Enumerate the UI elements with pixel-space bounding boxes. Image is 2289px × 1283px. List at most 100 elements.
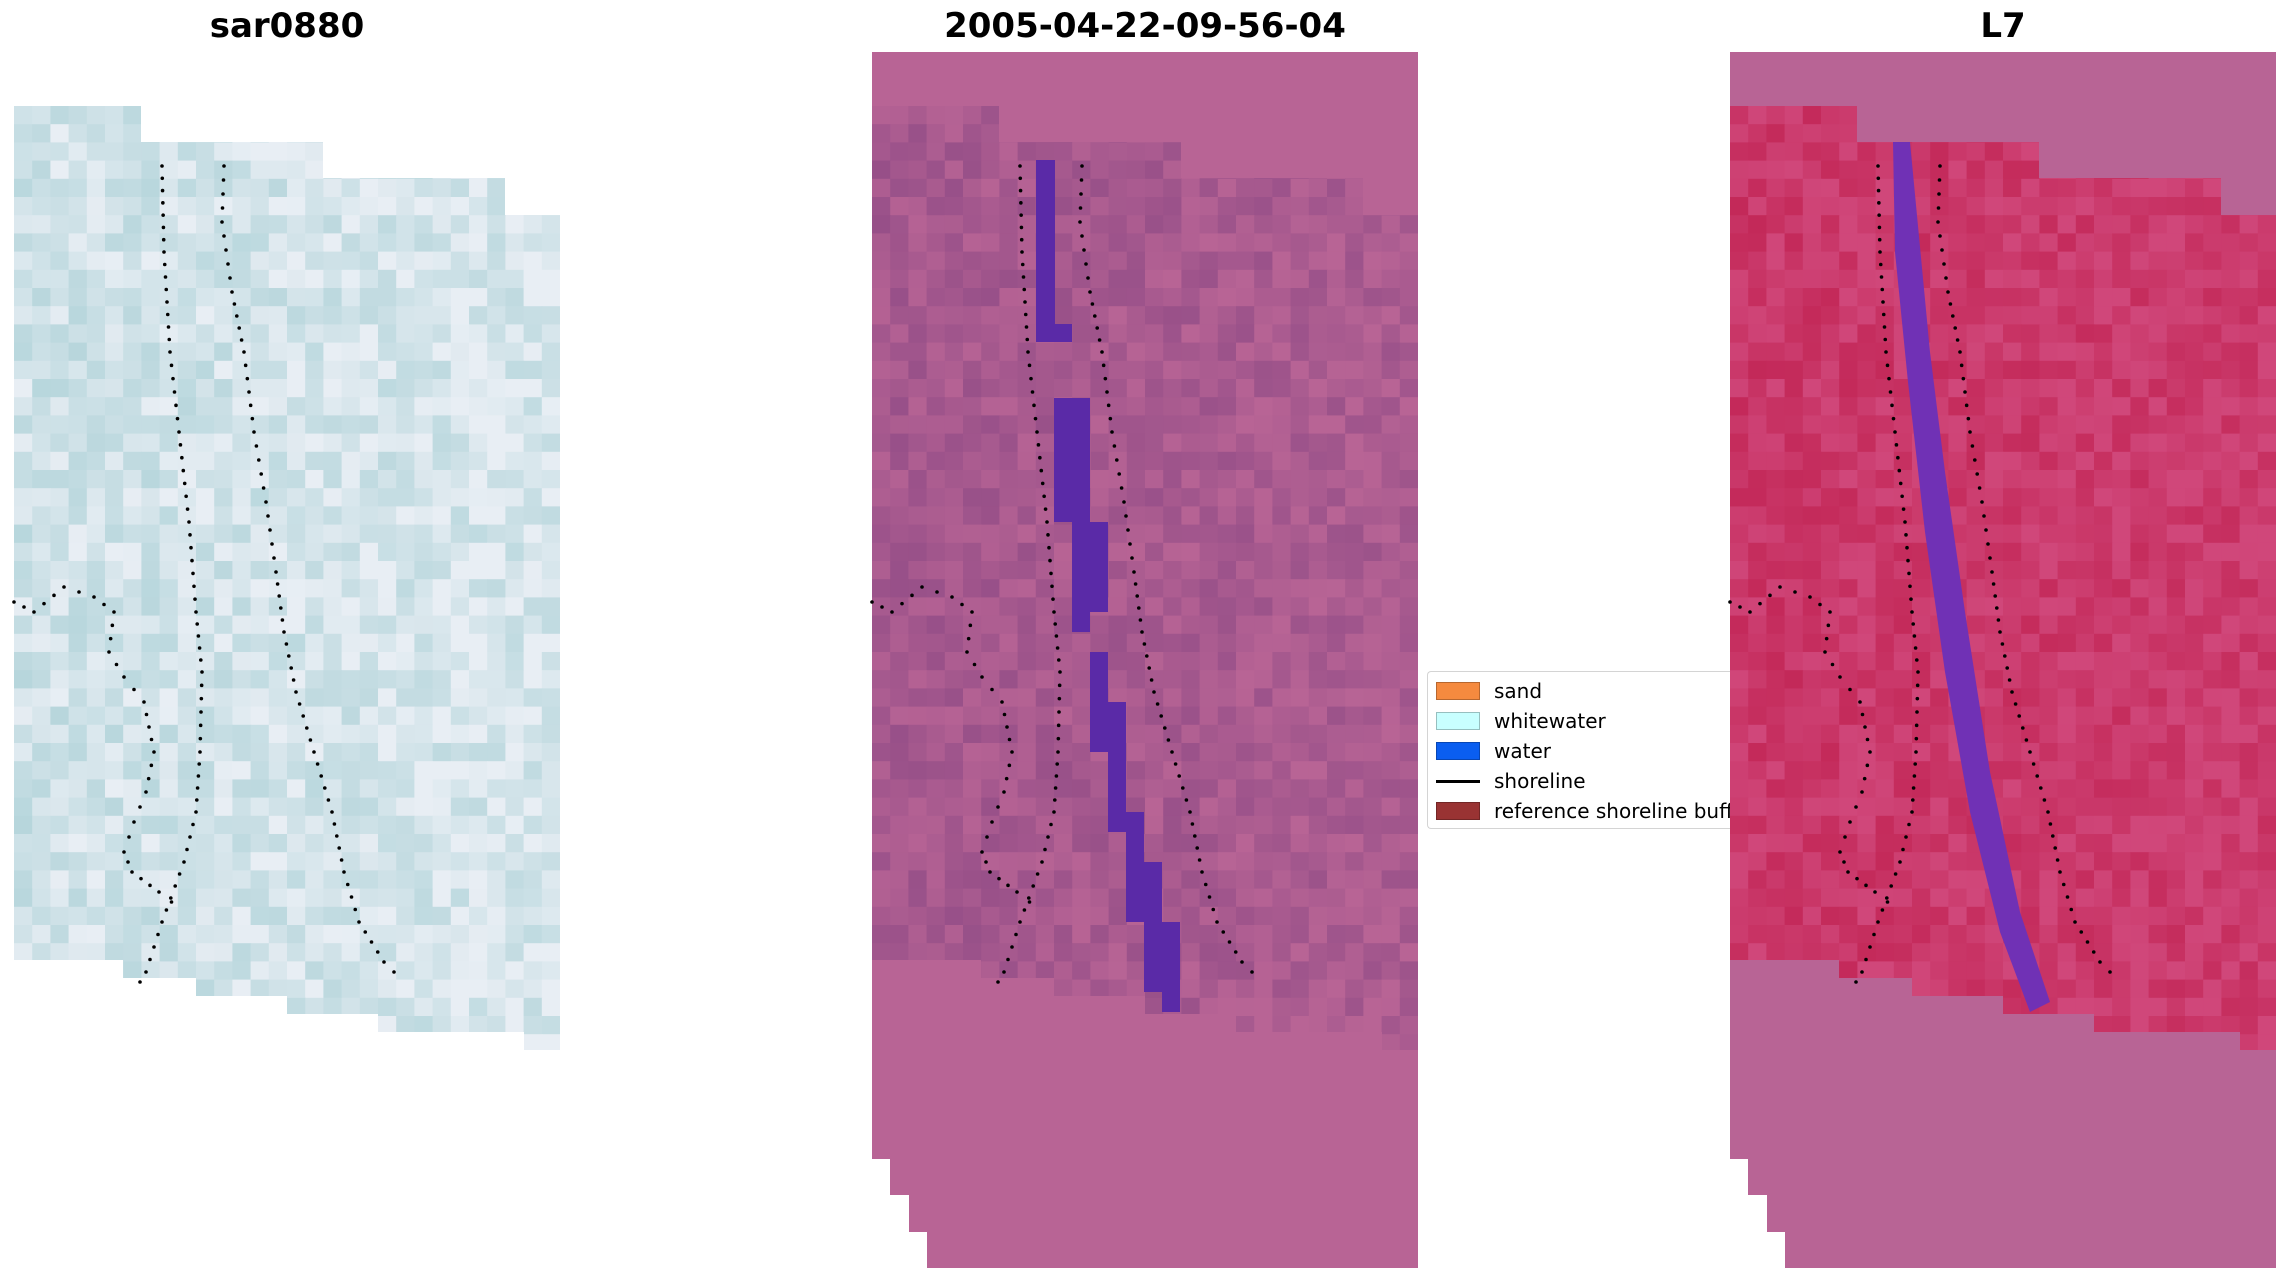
shoreline-dot (1982, 514, 1986, 518)
shoreline-dot (1911, 622, 1915, 626)
shoreline-dot (1110, 430, 1114, 434)
shoreline-dot (966, 636, 971, 641)
shoreline-dot (1876, 920, 1880, 924)
shoreline-dot (1889, 884, 1893, 888)
shoreline-dot (900, 601, 904, 606)
shoreline-dot (222, 164, 226, 168)
shoreline-dot (1888, 390, 1893, 394)
shoreline-dot (174, 403, 178, 408)
shoreline-dot (1818, 602, 1822, 607)
shoreline-dot (1913, 762, 1917, 766)
shoreline-dot (1181, 786, 1185, 790)
shoreline-dot (2003, 654, 2007, 658)
shoreline-dot (1033, 416, 1038, 421)
shoreline-dot (224, 248, 228, 252)
shoreline-dot (1901, 847, 1905, 852)
shoreline-dot (1135, 594, 1139, 598)
shoreline-dot (1049, 571, 1053, 576)
shoreline-dot (169, 900, 174, 904)
shoreline-dot (332, 822, 337, 826)
shoreline-dot (1042, 494, 1046, 499)
shoreline-dot (1103, 376, 1108, 381)
shoreline-dot (1203, 882, 1208, 887)
shoreline-dot (1215, 920, 1219, 924)
shoreline-dot (312, 750, 316, 754)
shoreline-dot (1018, 164, 1022, 168)
shoreline-dot (1101, 363, 1106, 368)
shoreline-dot (175, 416, 180, 421)
shoreline-dot (1728, 600, 1732, 604)
shoreline-dot (1043, 507, 1048, 511)
shoreline-dot (185, 507, 190, 511)
shoreline-dot (1019, 237, 1024, 242)
shoreline-dot (1106, 403, 1111, 408)
shoreline-dot (277, 594, 282, 598)
panel-classified: 2005-04-22-09-56-04 (870, 0, 1418, 1283)
shoreline-dot (1862, 776, 1867, 781)
shoreline-dot (1207, 895, 1212, 899)
shoreline-dot (1973, 458, 1977, 462)
shoreline-dot (199, 710, 203, 714)
shoreline-dot (1909, 597, 1913, 601)
shoreline-dot (1030, 390, 1035, 394)
shoreline-dot (1900, 494, 1904, 499)
shoreline-dot (1117, 472, 1121, 476)
shoreline-dot (1233, 950, 1238, 954)
shoreline-dot (1904, 533, 1908, 537)
shoreline-dot (1149, 678, 1154, 682)
shoreline-dot (2035, 774, 2039, 778)
shoreline-dot (1019, 225, 1024, 230)
shoreline-dot (1057, 683, 1062, 688)
shoreline-dot (1105, 390, 1109, 394)
shoreline-dot (1848, 820, 1852, 824)
shoreline-dot (259, 472, 263, 476)
shoreline-dot (1138, 618, 1143, 622)
shoreline-dot (1095, 326, 1099, 330)
shoreline-dot (1166, 738, 1171, 742)
shoreline-dot (382, 960, 386, 964)
shoreline-dot (1823, 650, 1827, 654)
shoreline-dot (1968, 430, 1972, 434)
shoreline-dot (195, 798, 199, 802)
shoreline-dot (1045, 520, 1049, 524)
shoreline-dot (132, 687, 136, 692)
shoreline-dot (2073, 920, 2077, 924)
shoreline-dot (1877, 201, 1881, 205)
panel-title: L7 (1980, 6, 2026, 46)
shoreline-dot (1885, 363, 1890, 368)
shoreline-dot (197, 646, 202, 650)
shoreline-dot (1115, 458, 1119, 462)
shoreline-dot (198, 736, 203, 741)
shoreline-dot (1024, 325, 1029, 329)
shoreline-dot (1865, 763, 1870, 768)
shoreline-dot (1227, 940, 1232, 944)
shoreline-dot (1036, 443, 1041, 447)
shoreline-dot (1057, 710, 1061, 714)
shoreline-dot (950, 595, 954, 599)
shoreline-dot (181, 468, 186, 473)
shoreline-dot (1937, 178, 1942, 182)
shoreline-dot (264, 500, 268, 504)
shoreline-dot (178, 443, 183, 447)
legend-item-whitewater: whitewater (1428, 709, 1606, 733)
shoreline-dot (996, 805, 1000, 809)
shoreline-dots (12, 164, 396, 984)
shoreline-dot (1140, 630, 1144, 634)
shoreline-dot (197, 762, 201, 766)
shoreline-dot (1137, 606, 1141, 610)
shoreline-dot (1002, 970, 1006, 974)
shoreline-dot (1937, 192, 1941, 196)
shoreline-dot (1838, 675, 1842, 679)
shoreline-dot (163, 275, 168, 279)
shoreline-dot (1876, 164, 1880, 168)
shoreline-dot (250, 416, 255, 421)
shoreline-dot (1097, 338, 1102, 342)
shoreline-dot (257, 458, 261, 462)
shoreline-dot (1986, 542, 1990, 546)
shoreline-dot (188, 533, 192, 537)
shoreline-dot (2053, 846, 2057, 850)
index-image-plot (1728, 52, 2276, 1268)
shoreline-dot (1082, 248, 1086, 252)
legend-swatch (1436, 742, 1480, 760)
shoreline-dot (1006, 957, 1010, 962)
